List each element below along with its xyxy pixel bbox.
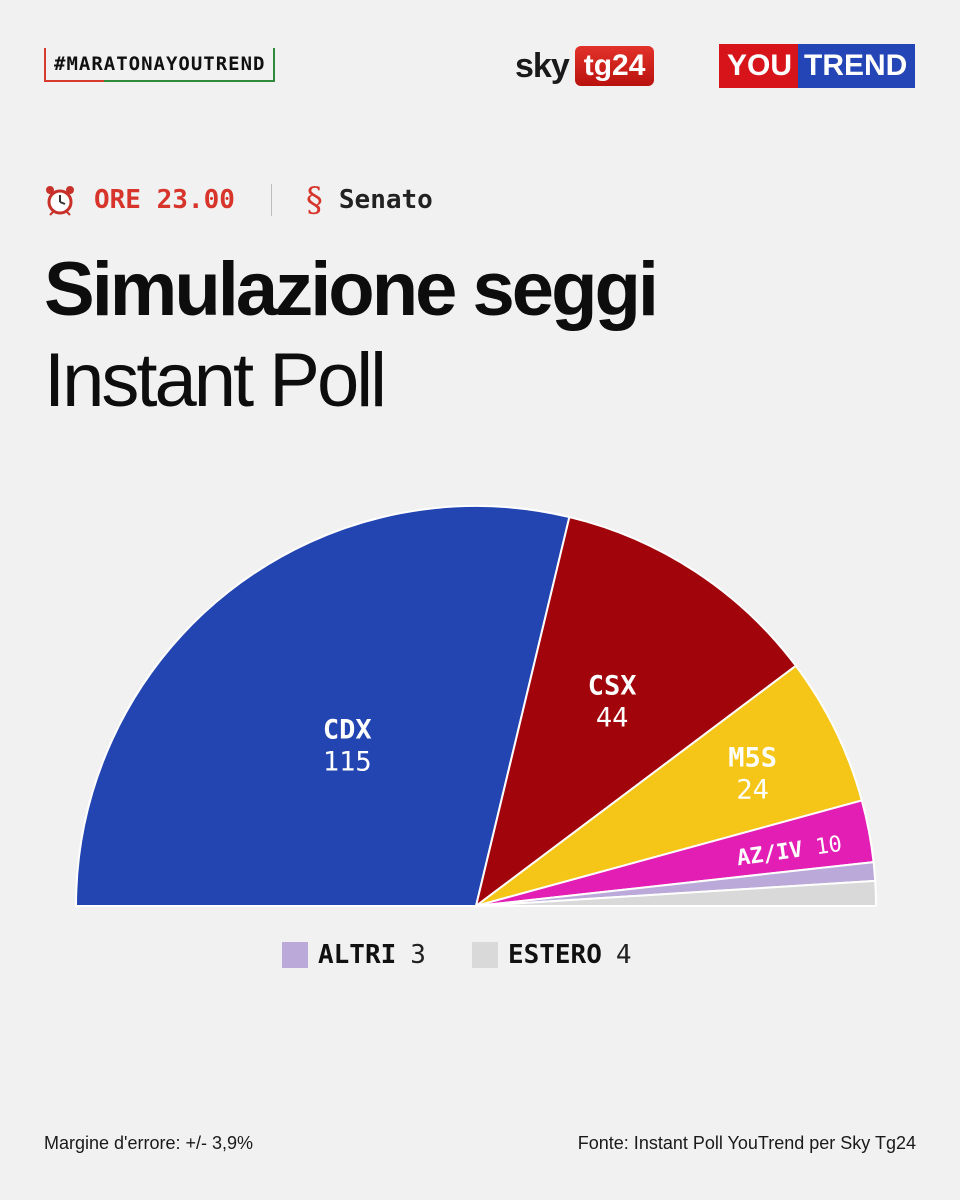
hashtag-badge: #MARATONAYOUTREND xyxy=(44,48,276,82)
label-value-csx: 44 xyxy=(596,703,629,734)
label-value-cdx: 115 xyxy=(323,747,372,778)
legend-label-estero: ESTERO xyxy=(507,940,602,970)
tg24-wordmark: tg24 xyxy=(574,46,655,86)
youtrend-logo: YOU TREND xyxy=(719,44,916,88)
chamber-label: Senato xyxy=(338,185,433,215)
page-title: Simulazione seggi xyxy=(44,247,659,332)
label-value-m5s: 24 xyxy=(736,774,769,805)
slice-cdx xyxy=(74,505,571,907)
legend-item-estero: ESTERO 4 xyxy=(471,940,632,970)
legend: ALTRI 3 ESTERO 4 xyxy=(282,940,678,970)
slice-m5s xyxy=(475,664,864,907)
slice-csx xyxy=(474,515,798,909)
legend-label-altri: ALTRI xyxy=(318,940,397,970)
page-subtitle: Instant Poll xyxy=(44,338,387,423)
alarm-clock-icon xyxy=(46,186,74,216)
legend-swatch-altri xyxy=(282,942,308,968)
legend-item-altri: ALTRI 3 xyxy=(282,940,426,970)
senate-s-icon: § xyxy=(305,180,323,220)
youtrend-you: YOU xyxy=(719,44,799,88)
sky-wordmark: sky xyxy=(515,46,570,85)
source-note: Fonte: Instant Poll YouTrend per Sky Tg2… xyxy=(577,1133,916,1153)
label-name-m5s: M5S xyxy=(728,742,777,773)
legend-swatch-estero xyxy=(471,942,498,968)
time-label: ORE 23.00 xyxy=(94,185,235,215)
legend-value-altri: 3 xyxy=(410,940,426,970)
legend-value-estero: 4 xyxy=(615,940,632,970)
label-name-csx: CSX xyxy=(588,671,637,702)
youtrend-trend: TREND xyxy=(798,44,916,88)
sky-tg24-logo: sky tg24 xyxy=(515,44,655,88)
meta-row: ORE 23.00 § Senato xyxy=(44,180,433,220)
slice-estero xyxy=(475,879,878,907)
error-margin-note: Margine d'errore: +/- 3,9% xyxy=(44,1133,254,1153)
label-name-cdx: CDX xyxy=(323,715,372,746)
meta-divider xyxy=(270,184,272,216)
